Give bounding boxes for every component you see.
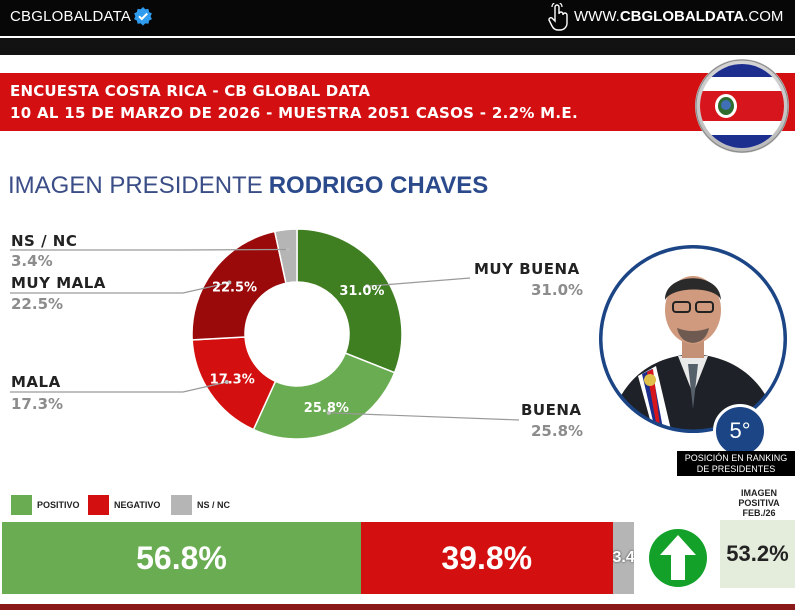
slice-mala-label: 17.3% bbox=[210, 372, 255, 387]
website-url[interactable]: WWW.CBGLOBALDATA.COM bbox=[574, 8, 784, 25]
page-title: IMAGEN PRESIDENTE RODRIGO CHAVES bbox=[8, 172, 489, 199]
verified-badge-icon bbox=[134, 7, 152, 26]
label-buena: BUENA bbox=[521, 401, 582, 419]
survey-title: ENCUESTA COSTA RICA - CB GLOBAL DATA bbox=[10, 82, 371, 100]
image-positive-label: IMAGEN POSITIVA FEB./26 bbox=[738, 488, 780, 518]
label-ns-nc: NS / NC bbox=[11, 232, 78, 250]
bar-positive-label: 56.8% bbox=[136, 540, 227, 576]
survey-header: ENCUESTA COSTA RICA - CB GLOBAL DATA 10 … bbox=[0, 73, 795, 131]
value-muy-mala: 22.5% bbox=[11, 295, 64, 313]
legend-label-negative: NEGATIVO bbox=[114, 500, 161, 510]
header-stripe bbox=[0, 38, 795, 55]
pointer-hand-icon bbox=[548, 3, 568, 31]
slice-buena-label: 25.8% bbox=[304, 401, 349, 416]
label-mala: MALA bbox=[11, 373, 61, 391]
bar-positive: 56.8% bbox=[2, 522, 361, 594]
bottom-stripe bbox=[0, 604, 795, 610]
bar-negative: 39.8% bbox=[360, 522, 613, 594]
legend-swatch-ns-nc bbox=[171, 495, 192, 515]
value-ns-nc: 3.4% bbox=[11, 252, 53, 270]
ranking-position: 5° bbox=[713, 404, 767, 458]
leader-dot bbox=[365, 284, 370, 289]
ranking-caption: POSICIÓN EN RANKING DE PRESIDENTES bbox=[677, 451, 795, 476]
survey-details: 10 AL 15 DE MARZO DE 2026 - MUESTRA 2051… bbox=[10, 104, 578, 122]
brand-name: CBGLOBALDATA bbox=[10, 8, 132, 25]
bar-ns-nc-label: 3.4% bbox=[612, 549, 634, 566]
top-bar: CBGLOBALDATA WWW.CBGLOBALDATA.COM bbox=[0, 0, 795, 36]
slice-ns-nc bbox=[273, 228, 298, 285]
slice-muy-buena bbox=[296, 228, 403, 374]
leader-dot bbox=[285, 247, 290, 252]
bar-negative-label: 39.8% bbox=[441, 540, 533, 576]
leader-line bbox=[328, 412, 520, 421]
value-mala: 17.3% bbox=[11, 395, 64, 413]
value-buena: 25.8% bbox=[531, 422, 584, 440]
leader-dot bbox=[227, 280, 232, 285]
legend-swatch-positive bbox=[11, 495, 32, 515]
leader-line bbox=[10, 248, 288, 251]
president-name: RODRIGO CHAVES bbox=[268, 172, 489, 199]
legend-label-positive: POSITIVO bbox=[37, 500, 80, 510]
legend-swatch-negative bbox=[88, 495, 109, 515]
legend-label-ns-nc: NS / NC bbox=[197, 500, 231, 510]
label-muy-mala: MUY MALA bbox=[11, 274, 106, 292]
leader-line bbox=[10, 381, 227, 393]
image-positive-value: 53.2% bbox=[720, 520, 795, 588]
leader-dot bbox=[224, 379, 229, 384]
leader-line bbox=[367, 277, 471, 287]
leader-line bbox=[10, 281, 230, 294]
slice-muy-mala bbox=[191, 230, 287, 341]
bar-ns-nc: 3.4% bbox=[612, 522, 634, 594]
donut-chart: 31.0% 25.8% 17.3% 22.5% bbox=[10, 228, 520, 440]
costa-rica-flag-icon bbox=[695, 59, 789, 153]
value-muy-buena: 31.0% bbox=[531, 281, 584, 299]
slice-muy-mala-label: 22.5% bbox=[212, 280, 257, 295]
leader-dot bbox=[326, 410, 331, 415]
slice-muy-buena-label: 31.0% bbox=[339, 284, 384, 299]
slice-buena bbox=[252, 352, 396, 440]
label-muy-buena: MUY BUENA bbox=[474, 260, 580, 278]
up-arrow-icon bbox=[649, 529, 707, 587]
president-portrait bbox=[599, 245, 787, 433]
